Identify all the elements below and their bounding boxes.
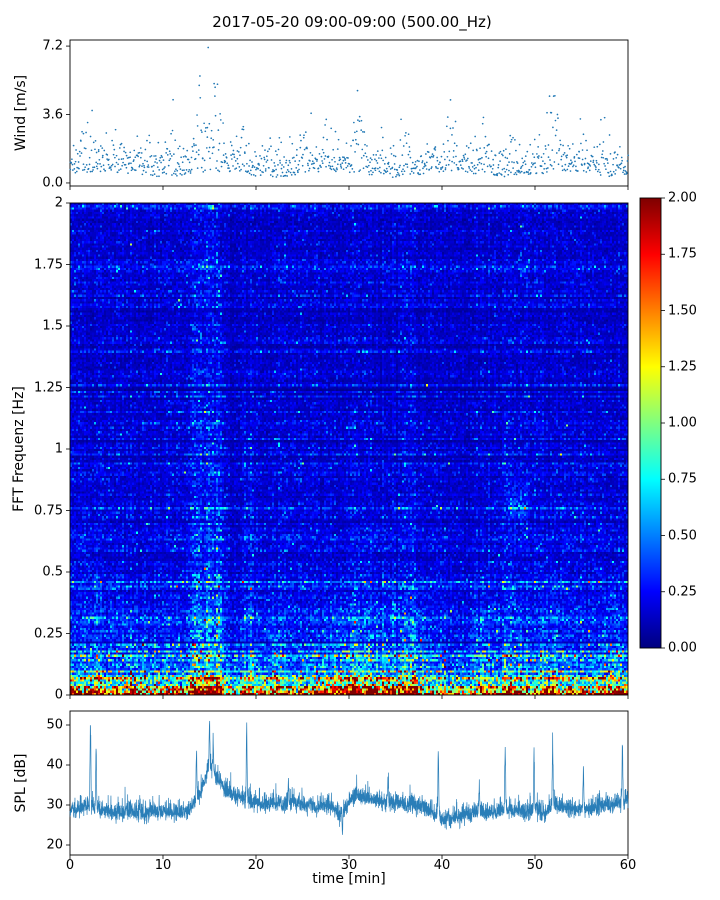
spl-ytick-label: 50 bbox=[46, 717, 63, 733]
colorbar-tick-label: 1.75 bbox=[668, 246, 697, 262]
fft-ytick-label: 1 bbox=[54, 441, 63, 457]
time-x-axis-label: time [min] bbox=[312, 871, 386, 887]
wind-y-axis-label: Wind [m/s] bbox=[13, 74, 29, 152]
wind-ytick-label: 0.0 bbox=[42, 175, 63, 191]
wind-ytick-label: 7.2 bbox=[42, 38, 63, 54]
colorbar-tick-label: 1.25 bbox=[668, 359, 697, 375]
time-xtick-label: 10 bbox=[154, 858, 172, 873]
colorbar-tick-label: 0.00 bbox=[668, 640, 697, 656]
time-xtick-label: 30 bbox=[340, 858, 358, 873]
fft-ytick-label: 0 bbox=[54, 687, 63, 703]
fft-ytick-label: 0.5 bbox=[42, 564, 63, 580]
colorbar-tick-label: 0.50 bbox=[668, 528, 697, 543]
colorbar-tick-label: 1.00 bbox=[668, 415, 697, 431]
fft-ytick-label: 0.75 bbox=[34, 503, 63, 518]
spl-ytick-label: 30 bbox=[46, 797, 63, 813]
time-xtick-label: 20 bbox=[247, 858, 265, 873]
wind-ytick-label: 3.6 bbox=[42, 107, 63, 123]
time-xtick-label: 50 bbox=[526, 858, 544, 873]
fft-ytick-label: 1.75 bbox=[34, 257, 63, 272]
spl-ytick-label: 40 bbox=[46, 757, 63, 773]
fft-ytick-label: 0.25 bbox=[34, 626, 63, 641]
colorbar-tick-label: 2.00 bbox=[668, 190, 697, 206]
spl-y-axis-label: SPL [dB] bbox=[13, 753, 29, 813]
colorbar-tick-label: 0.25 bbox=[668, 584, 697, 600]
figure-title: 2017-05-20 09:00-09:00 (500.00_Hz) bbox=[212, 13, 492, 31]
fft-ytick-label: 1.25 bbox=[34, 380, 63, 395]
fft-frequency-y-axis-label: FFT Frequenz [Hz] bbox=[11, 386, 27, 512]
fft-ytick-label: 2 bbox=[54, 195, 63, 211]
spl-ytick-label: 20 bbox=[46, 837, 63, 853]
colorbar-tick-label: 0.75 bbox=[668, 471, 697, 487]
time-xtick-label: 0 bbox=[65, 858, 75, 873]
time-xtick-label: 60 bbox=[619, 858, 637, 873]
fft-ytick-label: 1.5 bbox=[42, 318, 63, 334]
colorbar-tick-label: 1.50 bbox=[668, 303, 697, 318]
time-xtick-label: 40 bbox=[433, 858, 451, 873]
